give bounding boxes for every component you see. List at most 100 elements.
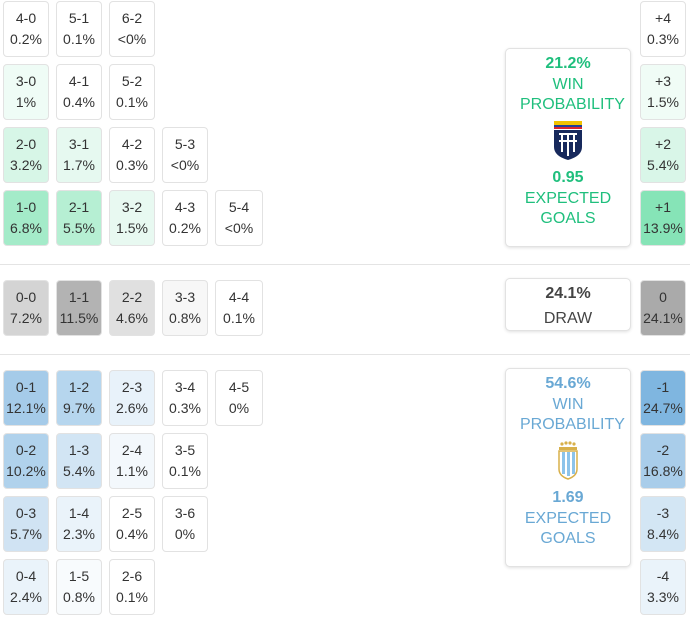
scoreline-cell: 3-3 0.8% xyxy=(162,280,208,336)
scoreline-score: 3-6 xyxy=(174,505,196,521)
scoreline-pct: 2.4% xyxy=(10,589,42,605)
scoreline-cell: 2-6 0.1% xyxy=(109,559,155,615)
home-win-label: WIN PROBABILITY xyxy=(520,76,625,113)
scoreline-cell: 4-5 0% xyxy=(215,370,263,426)
scoreline-score: 0-2 xyxy=(15,442,37,458)
scoreline-score: 4-4 xyxy=(228,289,250,305)
margin-value: -1 xyxy=(656,379,670,395)
scoreline-pct: 0.1% xyxy=(223,310,255,326)
scoreline-score: 4-2 xyxy=(121,136,143,152)
scoreline-score: 3-0 xyxy=(15,73,37,89)
scoreline-pct: 3.2% xyxy=(10,157,42,173)
scoreline-cell: 3-2 1.5% xyxy=(109,190,155,246)
scoreline-pct: 0% xyxy=(228,400,250,416)
scoreline-cell: 3-6 0% xyxy=(162,496,208,552)
scoreline-cell: 1-3 5.4% xyxy=(56,433,102,489)
scoreline-pct: 0.2% xyxy=(10,31,42,47)
scoreline-cell: 2-0 3.2% xyxy=(3,127,49,183)
scoreline-pct: 7.2% xyxy=(10,310,42,326)
scoreline-cell: 5-2 0.1% xyxy=(109,64,155,120)
scoreline-cell: 0-2 10.2% xyxy=(3,433,49,489)
margin-value: -4 xyxy=(656,568,670,584)
scoreline-pct: 0.3% xyxy=(116,157,148,173)
scoreline-score: 1-2 xyxy=(68,379,90,395)
scoreline-pct: 1% xyxy=(15,94,37,110)
scoreline-score: 6-2 xyxy=(121,10,143,26)
margin-cell: -2 16.8% xyxy=(640,433,686,489)
margin-value: -2 xyxy=(656,442,670,458)
margin-pct: 5.4% xyxy=(647,157,679,173)
margin-cell: +2 5.4% xyxy=(640,127,686,183)
home-win-probability: 21.2% xyxy=(545,55,591,72)
scoreline-pct: 4.6% xyxy=(116,310,148,326)
scoreline-pct: 0.8% xyxy=(169,310,201,326)
scoreline-pct: 5.5% xyxy=(63,220,95,236)
scoreline-score: 1-0 xyxy=(15,199,37,215)
scoreline-pct: 10.2% xyxy=(6,463,46,479)
scoreline-pct: <0% xyxy=(170,157,200,173)
scoreline-cell: 2-1 5.5% xyxy=(56,190,102,246)
scoreline-pct: 0.4% xyxy=(116,526,148,542)
section-divider xyxy=(0,354,690,355)
draw-probability: 24.1% xyxy=(545,285,591,302)
scoreline-pct: 0.1% xyxy=(169,463,201,479)
margin-cell: -4 3.3% xyxy=(640,559,686,615)
scoreline-score: 1-1 xyxy=(68,289,90,305)
scoreline-pct: 2.6% xyxy=(116,400,148,416)
scoreline-pct: 0.1% xyxy=(116,589,148,605)
scoreline-score: 3-4 xyxy=(174,379,196,395)
scoreline-cell: 5-3 <0% xyxy=(162,127,208,183)
scoreline-cell: 2-3 2.6% xyxy=(109,370,155,426)
scoreline-cell: 1-4 2.3% xyxy=(56,496,102,552)
scoreline-cell: 3-0 1% xyxy=(3,64,49,120)
scoreline-score: 2-3 xyxy=(121,379,143,395)
scoreline-cell: 4-3 0.2% xyxy=(162,190,208,246)
scoreline-cell: 0-1 12.1% xyxy=(3,370,49,426)
scoreline-pct: 0.8% xyxy=(63,589,95,605)
scoreline-score: 0-3 xyxy=(15,505,37,521)
scoreline-pct: 0.2% xyxy=(169,220,201,236)
margin-pct: 24.7% xyxy=(643,400,683,416)
margin-cell: 0 24.1% xyxy=(640,280,686,336)
scoreline-score: 3-5 xyxy=(174,442,196,458)
scoreline-score: 0-1 xyxy=(15,379,37,395)
scoreline-score: 1-5 xyxy=(68,568,90,584)
scoreline-cell: 1-5 0.8% xyxy=(56,559,102,615)
margin-cell: -3 8.4% xyxy=(640,496,686,552)
margin-value: +4 xyxy=(655,10,671,26)
draw-label: DRAW xyxy=(543,310,593,327)
scoreline-score: 3-1 xyxy=(68,136,90,152)
scoreline-score: 2-6 xyxy=(121,568,143,584)
scoreline-pct: 5.7% xyxy=(10,526,42,542)
margin-value: +3 xyxy=(655,73,671,89)
argentina-crest-icon xyxy=(558,441,578,480)
margin-cell: -1 24.7% xyxy=(640,370,686,426)
away-summary-card: 54.6% WIN PROBABILITY 1.69 EXPECTED GOAL… xyxy=(505,368,631,567)
scoreline-cell: 2-4 1.1% xyxy=(109,433,155,489)
ecuador-crest-icon xyxy=(554,121,582,160)
scoreline-pct: 0% xyxy=(174,526,196,542)
scoreline-score: 3-3 xyxy=(174,289,196,305)
scoreline-score: 4-5 xyxy=(228,379,250,395)
margin-pct: 8.4% xyxy=(647,526,679,542)
margin-value: 0 xyxy=(659,289,667,305)
margin-pct: 0.3% xyxy=(647,31,679,47)
scoreline-cell: 4-4 0.1% xyxy=(215,280,263,336)
scoreline-score: 2-2 xyxy=(121,289,143,305)
scoreline-pct: 1.5% xyxy=(116,220,148,236)
draw-summary-card: 24.1% DRAW xyxy=(505,278,631,331)
scoreline-cell: 6-2 <0% xyxy=(109,1,155,57)
section-divider xyxy=(0,264,690,265)
scoreline-score: 2-1 xyxy=(68,199,90,215)
away-win-label: WIN PROBABILITY xyxy=(520,396,625,433)
scoreline-score: 0-4 xyxy=(15,568,37,584)
scoreline-pct: 11.5% xyxy=(59,310,99,326)
home-expected-goals: 0.95 xyxy=(552,169,584,186)
scoreline-cell: 1-2 9.7% xyxy=(56,370,102,426)
scoreline-cell: 2-2 4.6% xyxy=(109,280,155,336)
scoreline-score: 5-1 xyxy=(68,10,90,26)
scoreline-pct: 0.1% xyxy=(116,94,148,110)
away-expected-goals: 1.69 xyxy=(552,489,584,506)
scoreline-score: 3-2 xyxy=(121,199,143,215)
scoreline-score: 4-0 xyxy=(15,10,37,26)
